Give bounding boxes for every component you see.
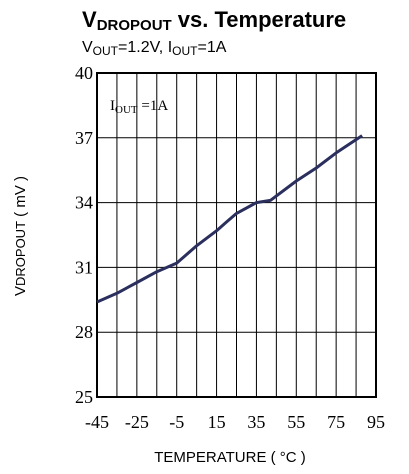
y-tick-label: 34 bbox=[75, 193, 93, 213]
x-tick-label: 35 bbox=[247, 412, 265, 432]
series bbox=[96, 134, 363, 304]
x-tick-label: -45 bbox=[85, 412, 109, 432]
x-tick-label: 75 bbox=[327, 412, 345, 432]
x-tick-label: 15 bbox=[208, 412, 226, 432]
x-tick-label: -5 bbox=[169, 412, 184, 432]
x-tick-label: 55 bbox=[287, 412, 305, 432]
y-tick-label: 37 bbox=[75, 128, 93, 148]
x-axis-label: TEMPERATURE ( °C ) bbox=[154, 449, 306, 466]
plot-frame bbox=[96, 72, 377, 398]
y-tick-label: 31 bbox=[75, 257, 93, 277]
x-tick-label: 95 bbox=[367, 412, 385, 432]
y-tick-label: 28 bbox=[75, 322, 93, 342]
x-tick-labels: -45 -25 -5 15 35 55 75 95 bbox=[85, 412, 385, 432]
inner-annotation: IOUT =1A bbox=[110, 98, 168, 116]
y-tick-label: 40 bbox=[75, 63, 93, 83]
x-tick-label: -25 bbox=[125, 412, 149, 432]
y-axis-label: VDROPOUT ( mV ) bbox=[12, 176, 29, 296]
y-tick-labels: 25 28 31 34 37 40 bbox=[75, 63, 93, 407]
chart-title: VDROPOUT vs. Temperature bbox=[82, 7, 346, 34]
grid bbox=[97, 73, 376, 397]
series-line bbox=[96, 134, 363, 304]
chart-subtitle: VOUT=1.2V, IOUT=1A bbox=[82, 39, 227, 58]
y-tick-label: 25 bbox=[75, 387, 93, 407]
